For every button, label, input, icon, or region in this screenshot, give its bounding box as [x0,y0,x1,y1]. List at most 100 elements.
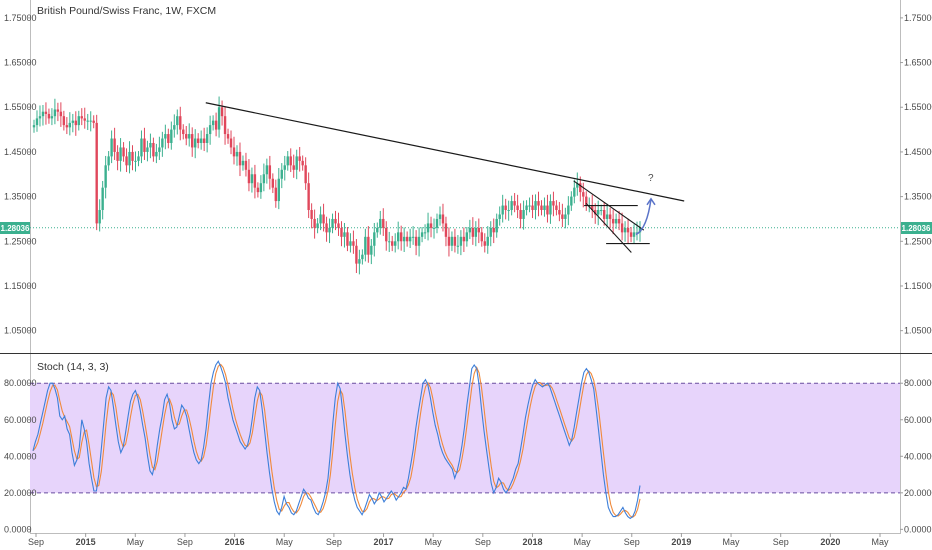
candle-body [426,223,430,233]
candle-body [167,134,170,143]
candle-body [486,236,489,246]
candle-body [465,232,469,242]
candle-body [471,227,475,237]
price-tick-label: 1.05000 [904,326,932,336]
candle-body [232,147,236,157]
candle-body [313,218,316,228]
current-price-tag-right [901,222,932,234]
candle-body [373,232,376,246]
candle-body [602,210,606,219]
stoch-tick-label: 0.0000 [904,524,932,534]
candle-body [265,165,269,175]
candle-body [280,169,283,179]
candle-body [343,232,346,237]
candle-body [501,205,504,215]
candle-body [626,227,630,233]
candle-body [510,201,513,211]
candle-body [629,232,633,237]
price-tick-label: 1.65000 [4,58,37,68]
candle-body [367,236,370,255]
candle-body [492,227,495,233]
candle-body [599,210,603,212]
candle-body [59,111,63,117]
current-price-label-left: 1.28036 [1,224,30,233]
candle-body [244,160,248,170]
time-tick-label: Sep [326,537,342,547]
candle-body [271,178,275,188]
stoch-tick-label: 60.0000 [904,415,932,425]
time-tick-label: Sep [28,537,44,547]
candle-body [385,227,388,242]
candle-body [391,241,394,246]
candle-body [597,210,600,215]
candle-body [56,109,60,112]
trendline [205,102,685,202]
price-tick-label: 1.05000 [4,326,37,336]
candle-body [223,116,227,135]
candle-body [53,109,57,117]
candle-body [62,116,66,126]
candle-body [453,236,457,246]
candle-body [277,178,280,202]
candle-body [355,245,358,264]
candle-body [614,218,618,224]
candle-body [638,227,642,233]
candle-body [376,227,379,233]
candle-body [480,232,483,242]
candle-body [173,125,176,130]
candle-body [199,138,203,143]
candle-body [322,214,325,224]
candle-body [561,214,564,219]
candle-body [208,125,212,135]
candle-body [522,210,525,219]
stochastic-title: Stoch (14, 3, 3) [37,361,109,373]
time-tick-label: 2016 [225,537,245,547]
candle-body [196,138,200,143]
candle-body [310,210,313,219]
time-tick-label: 2017 [374,537,394,547]
candle-body [325,223,328,233]
candle-body [38,116,42,119]
candle-body [128,151,131,166]
time-tick-label: 2020 [820,537,840,547]
candle-body [250,174,254,184]
candle-body [447,236,451,246]
price-tick-label: 1.65000 [904,58,932,68]
candle-body [456,245,460,247]
stoch-k-line [32,360,641,520]
stochastic-lines [32,360,641,520]
candle-body [77,116,80,126]
candle-body [80,116,83,119]
time-tick-label: 2019 [671,537,691,547]
candle-body [247,169,251,184]
candle-body [346,232,349,246]
candle-body [295,156,298,170]
candle-body [582,192,585,197]
candle-body [573,187,576,197]
candle-body [489,227,492,237]
candle-body [110,138,113,157]
candle-body [570,196,573,206]
question-annotation: ? [648,173,654,184]
time-tick-label: May [425,537,443,547]
candle-body [217,107,221,130]
stoch-tick-label: 20.0000 [4,488,37,498]
candle-body [537,201,540,206]
candle-body [194,138,197,148]
candle-body [134,160,137,162]
time-tick-label: 2018 [522,537,542,547]
candle-body [205,134,209,143]
price-tick-label: 1.55000 [4,102,37,112]
candle-body [468,227,472,233]
candle-body [107,156,110,166]
candle-body [283,165,286,170]
candle-body [268,165,272,179]
candle-body [564,214,567,219]
candle-body [32,125,36,128]
candle-body [340,227,343,237]
candle-body [417,236,421,246]
time-tick-label: May [276,537,294,547]
candle-body [262,174,266,184]
candle-body [83,118,86,121]
